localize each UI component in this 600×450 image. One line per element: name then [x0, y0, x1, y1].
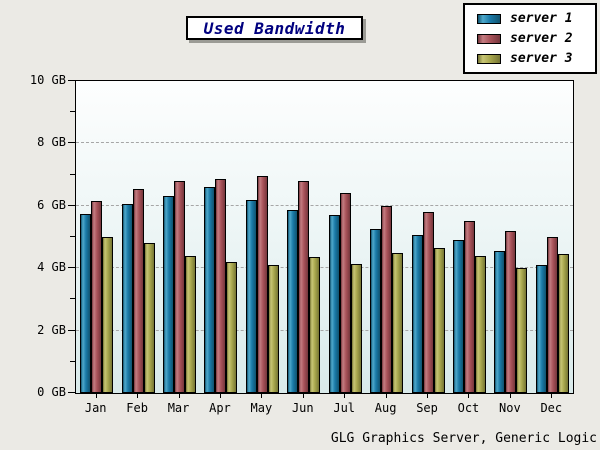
- y-major-tick: [68, 392, 75, 393]
- bar-server-1-nov: [494, 251, 506, 393]
- bar-server-1-sep: [411, 235, 423, 393]
- y-major-tick: [68, 329, 75, 331]
- x-label-jul: Jul: [333, 401, 356, 415]
- gridline-6gb: [76, 204, 573, 206]
- y-tick-label: 10 GB: [29, 73, 66, 87]
- x-tick-dec: [551, 393, 553, 398]
- bar-server-3-oct: [474, 256, 486, 393]
- y-minor-tick: [70, 111, 75, 113]
- y-major-tick: [68, 204, 75, 206]
- x-label-jan: Jan: [84, 401, 107, 415]
- y-major-tick: [68, 267, 75, 269]
- y-tick-label: 4 GB: [37, 260, 66, 275]
- bar-server-2-apr: [215, 179, 227, 393]
- x-tick-sep: [427, 393, 429, 398]
- bar-server-1-oct: [452, 240, 464, 393]
- y-tick-label: 0 GB: [37, 385, 66, 399]
- chart-title: Used Bandwidth: [203, 18, 346, 38]
- x-label-mar: Mar: [167, 401, 190, 415]
- bar-server-2-feb: [132, 189, 144, 393]
- bar-server-3-dec: [557, 254, 569, 393]
- bar-server-1-jul: [328, 215, 340, 393]
- bar-server-3-may: [267, 265, 279, 393]
- bar-server-2-nov: [505, 231, 517, 393]
- x-label-dec: Dec: [540, 401, 563, 415]
- bar-server-3-feb: [143, 243, 155, 393]
- x-tick-jul: [344, 393, 346, 398]
- bar-server-3-apr: [226, 262, 238, 393]
- bar-server-2-may: [256, 176, 268, 393]
- bar-server-1-jan: [80, 214, 92, 393]
- y-minor-tick: [70, 298, 75, 300]
- footer-credit: GLG Graphics Server, Generic Logic: [330, 431, 597, 446]
- bar-server-1-feb: [121, 204, 133, 393]
- y-tick-label: 6 GB: [37, 197, 66, 212]
- bar-server-2-jun: [298, 181, 310, 393]
- plot-area: [75, 80, 574, 394]
- x-label-feb: Feb: [126, 401, 148, 415]
- bar-server-2-aug: [381, 206, 393, 393]
- bar-server-3-mar: [185, 256, 197, 393]
- y-tick-label: 2 GB: [37, 322, 66, 337]
- bar-server-1-mar: [163, 196, 175, 393]
- legend-item-server-2: server 2: [477, 31, 595, 47]
- gridline-4gb: [76, 267, 573, 269]
- bar-server-2-jul: [339, 193, 351, 393]
- chart-title-box: Used Bandwidth: [186, 16, 363, 40]
- x-tick-jan: [95, 393, 97, 398]
- legend-label-server-2: server 2: [510, 31, 573, 46]
- bar-server-1-jun: [287, 210, 299, 393]
- x-tick-feb: [137, 393, 139, 398]
- x-tick-apr: [219, 393, 221, 398]
- y-minor-tick: [70, 236, 75, 237]
- x-tick-jun: [302, 393, 304, 398]
- bar-server-3-jan: [102, 237, 114, 393]
- gridline-2gb: [76, 329, 573, 331]
- bar-server-3-aug: [392, 253, 404, 393]
- bar-server-2-dec: [546, 237, 558, 393]
- bar-server-3-nov: [516, 268, 528, 393]
- bar-server-1-dec: [535, 265, 547, 393]
- bar-server-2-jan: [91, 201, 103, 393]
- bar-server-2-sep: [422, 212, 434, 393]
- gridline-8gb: [76, 142, 573, 144]
- x-label-aug: Aug: [374, 401, 397, 415]
- bar-server-1-may: [245, 200, 257, 393]
- legend-swatch-server-3: [477, 53, 501, 64]
- bar-server-3-sep: [433, 248, 445, 393]
- legend-swatch-server-2: [477, 33, 501, 44]
- y-major-tick: [68, 142, 75, 144]
- y-major-tick: [68, 80, 75, 81]
- legend-item-server-3: server 3: [477, 51, 595, 67]
- legend-label-server-1: server 1: [510, 11, 573, 26]
- y-minor-tick: [70, 173, 75, 175]
- bar-server-2-mar: [174, 181, 186, 393]
- x-label-oct: Oct: [457, 401, 480, 415]
- legend-label-server-3: server 3: [510, 51, 573, 66]
- x-tick-nov: [509, 393, 511, 398]
- x-tick-aug: [385, 393, 387, 398]
- bar-server-1-aug: [370, 229, 382, 393]
- y-minor-tick: [70, 360, 75, 362]
- x-label-sep: Sep: [416, 401, 438, 415]
- x-tick-mar: [178, 393, 180, 398]
- bar-server-3-jul: [350, 264, 362, 393]
- bar-server-2-oct: [463, 221, 475, 393]
- bar-server-3-jun: [309, 257, 321, 393]
- legend-item-server-1: server 1: [477, 11, 595, 27]
- x-tick-oct: [468, 393, 470, 398]
- y-tick-label: 8 GB: [37, 135, 66, 150]
- x-label-may: May: [250, 401, 273, 415]
- legend: server 1 server 2 server 3: [463, 3, 597, 74]
- x-tick-may: [261, 393, 263, 398]
- bar-server-1-apr: [204, 187, 216, 393]
- x-label-jun: Jun: [291, 401, 314, 415]
- legend-swatch-server-1: [477, 13, 501, 24]
- x-label-apr: Apr: [209, 401, 231, 415]
- x-label-nov: Nov: [499, 401, 521, 415]
